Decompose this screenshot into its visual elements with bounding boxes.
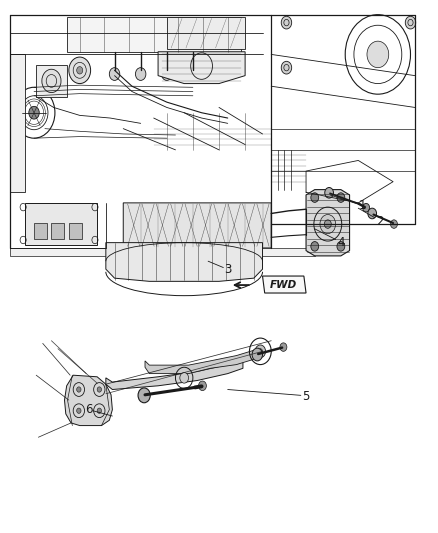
Circle shape (77, 408, 81, 414)
Circle shape (281, 16, 292, 29)
Polygon shape (145, 347, 260, 374)
Circle shape (367, 41, 389, 68)
Circle shape (187, 68, 198, 80)
Polygon shape (123, 203, 271, 248)
Circle shape (391, 220, 397, 228)
Text: FWD: FWD (270, 279, 297, 289)
Polygon shape (10, 54, 25, 192)
Circle shape (162, 68, 172, 80)
Circle shape (363, 204, 370, 212)
Circle shape (280, 343, 287, 351)
Circle shape (320, 215, 336, 233)
Circle shape (180, 373, 188, 383)
Text: 5: 5 (302, 390, 310, 403)
Polygon shape (51, 223, 64, 239)
Polygon shape (69, 223, 82, 239)
Polygon shape (306, 190, 350, 256)
Circle shape (325, 188, 333, 198)
Polygon shape (34, 223, 47, 239)
Circle shape (110, 68, 120, 80)
Circle shape (255, 345, 265, 358)
Text: 4: 4 (337, 236, 345, 249)
Circle shape (69, 57, 91, 84)
Circle shape (42, 69, 61, 93)
Circle shape (337, 193, 345, 203)
Polygon shape (64, 375, 113, 425)
Circle shape (281, 61, 292, 74)
Circle shape (135, 68, 146, 80)
Polygon shape (158, 52, 245, 84)
Circle shape (198, 381, 206, 391)
Circle shape (311, 193, 319, 203)
Polygon shape (167, 17, 245, 49)
Polygon shape (10, 248, 315, 256)
Circle shape (405, 16, 416, 29)
Circle shape (337, 241, 345, 251)
Polygon shape (25, 203, 97, 245)
Polygon shape (106, 243, 262, 281)
Circle shape (97, 408, 102, 414)
Circle shape (77, 387, 81, 392)
Polygon shape (106, 362, 243, 390)
Circle shape (138, 388, 150, 403)
Circle shape (258, 349, 262, 354)
Circle shape (324, 220, 331, 228)
Circle shape (77, 67, 83, 74)
Circle shape (252, 348, 262, 361)
Circle shape (97, 387, 102, 392)
Text: 6: 6 (85, 403, 92, 416)
Text: 1: 1 (359, 199, 366, 212)
Polygon shape (36, 65, 67, 97)
Polygon shape (262, 276, 306, 293)
Text: 2: 2 (376, 215, 384, 228)
Text: 3: 3 (224, 263, 231, 276)
Polygon shape (67, 17, 241, 52)
Circle shape (368, 208, 377, 219)
Circle shape (29, 107, 39, 119)
Circle shape (311, 241, 319, 251)
